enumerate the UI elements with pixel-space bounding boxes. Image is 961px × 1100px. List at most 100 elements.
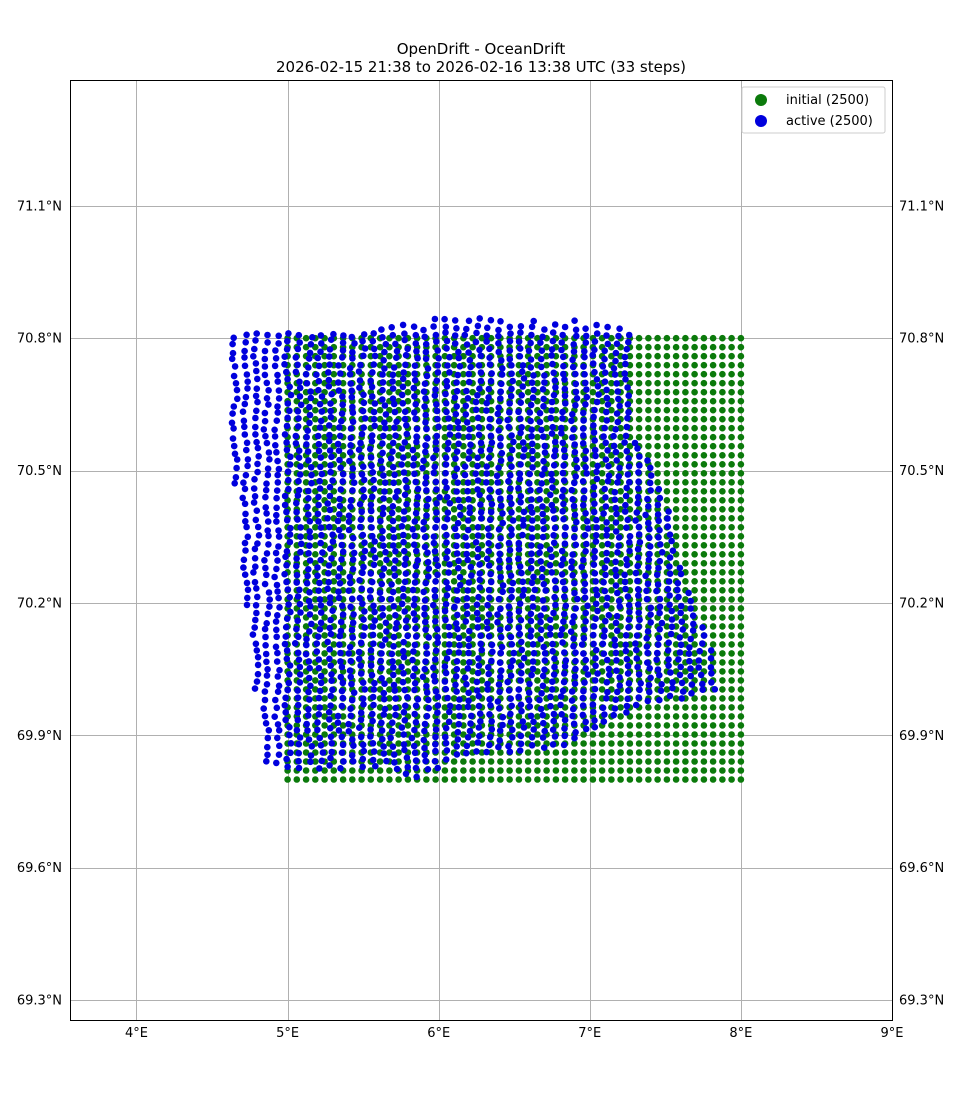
active-point [273,487,281,494]
initial-point [589,776,597,783]
active-point [603,656,611,664]
initial-point [682,406,689,414]
active-point [527,417,534,425]
initial-point [719,379,726,387]
initial-point [728,632,735,639]
active-point [537,543,544,550]
active-point [520,586,528,594]
active-point [516,470,524,478]
active-point [261,688,269,695]
active-point [591,723,599,731]
active-point [517,492,525,500]
active-point [442,461,450,468]
initial-point [321,650,328,657]
active-point [571,525,578,533]
initial-point [700,343,708,351]
initial-point [737,587,745,594]
initial-point [709,415,717,423]
active-point [495,681,503,688]
initial-point [737,515,745,522]
active-point [377,657,385,665]
active-point [562,524,569,531]
initial-point [598,479,606,486]
active-point [421,611,428,618]
active-point [421,543,429,551]
active-point [273,565,280,573]
initial-point [728,749,735,756]
active-point [464,487,471,495]
active-point [455,348,462,356]
initial-point [469,343,476,351]
active-point [380,495,387,502]
active-point [295,454,303,462]
active-point [708,679,715,686]
active-point [485,633,493,640]
active-point [293,499,300,507]
initial-point [654,334,661,342]
active-point [548,686,556,693]
active-point [613,667,620,674]
active-point [379,510,387,518]
initial-point [598,470,606,477]
active-point [244,594,251,602]
active-point [486,594,493,602]
active-point [338,417,345,425]
initial-point [719,641,726,648]
active-point [381,488,388,495]
active-point [412,757,420,764]
active-point [398,600,406,608]
active-point [253,375,261,383]
active-point [573,332,580,340]
active-point [369,337,377,345]
active-point [529,665,537,673]
active-point [688,690,695,697]
initial-point [312,488,319,495]
initial-point [302,397,310,405]
initial-point [524,749,532,756]
active-point [442,469,449,477]
active-point [496,737,504,744]
active-point [274,688,282,695]
active-point [398,445,406,452]
active-point [561,385,569,393]
active-point [519,439,527,446]
active-point [454,418,462,426]
initial-point [571,740,578,747]
active-point [443,337,451,345]
active-point [294,709,302,716]
active-point [602,456,610,463]
active-point [517,329,524,336]
active-point [369,756,377,764]
active-point [347,380,355,387]
initial-point [728,515,735,522]
active-point [634,545,642,553]
active-point [476,584,484,591]
active-point [621,370,628,377]
active-point [327,724,334,732]
active-point [316,579,323,587]
initial-point [645,361,652,369]
active-point [296,339,304,346]
initial-point [469,533,476,540]
active-point [571,579,578,587]
active-point [509,734,516,741]
initial-point [534,452,541,459]
initial-point [737,334,745,342]
initial-point [691,388,698,396]
active-point [296,600,304,608]
initial-point [441,713,449,720]
active-point [496,550,504,558]
active-point [282,633,290,640]
active-point [580,494,588,502]
active-point [536,486,543,494]
active-point [293,562,300,570]
initial-point [321,632,328,639]
active-point [252,640,260,648]
active-point [260,426,268,433]
initial-point [728,488,735,495]
active-point [412,633,420,640]
active-point [359,337,366,345]
active-point [252,585,260,592]
initial-point [728,542,735,549]
active-point [527,364,535,371]
